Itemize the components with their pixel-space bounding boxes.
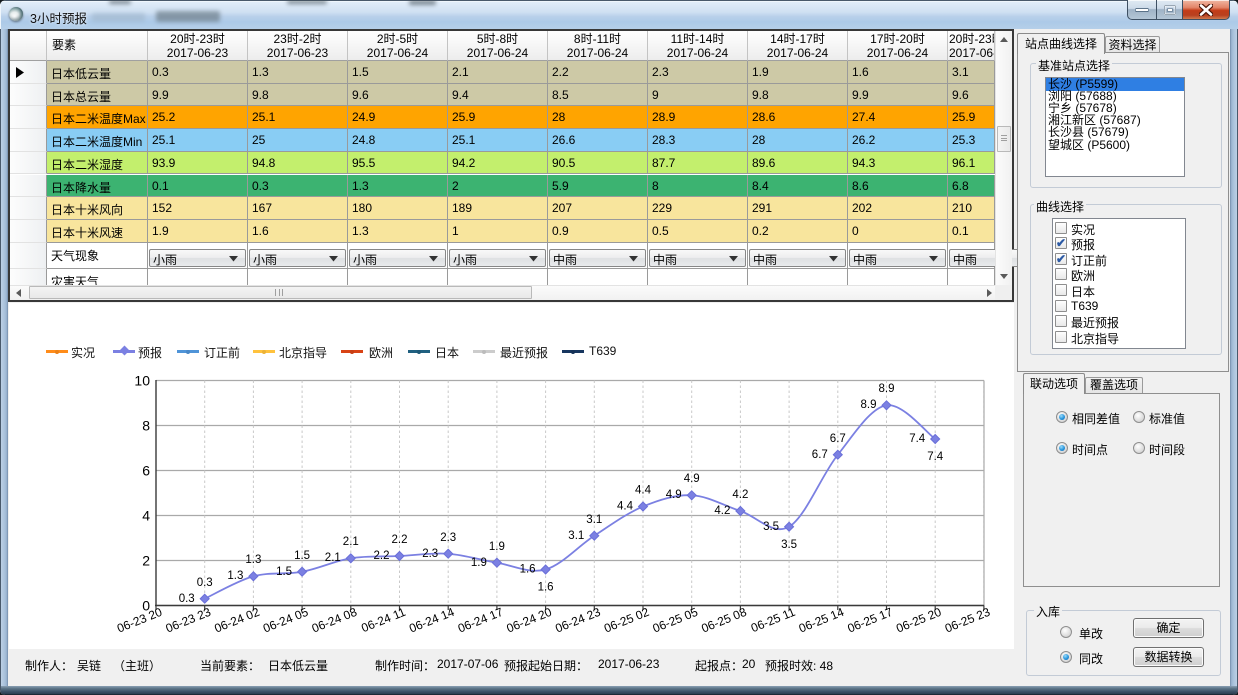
svg-text:1.6: 1.6	[538, 582, 554, 594]
svg-text:8.9: 8.9	[879, 383, 895, 395]
svg-text:3.5: 3.5	[781, 539, 797, 551]
svg-text:06-25 17: 06-25 17	[845, 605, 894, 636]
svg-text:06-24 05: 06-24 05	[261, 605, 310, 636]
svg-text:06-24 08: 06-24 08	[310, 605, 359, 636]
svg-text:06-23 23: 06-23 23	[164, 605, 213, 636]
svg-text:06-24 14: 06-24 14	[407, 605, 456, 636]
svg-text:06-24 17: 06-24 17	[456, 605, 505, 636]
svg-text:06-25 11: 06-25 11	[749, 605, 798, 636]
svg-text:2.1: 2.1	[325, 552, 341, 564]
svg-text:7.4: 7.4	[927, 451, 944, 463]
svg-text:06-24 20: 06-24 20	[505, 605, 554, 636]
svg-text:1.9: 1.9	[489, 541, 505, 553]
svg-text:1.9: 1.9	[471, 557, 487, 569]
svg-text:6.7: 6.7	[830, 433, 846, 445]
svg-text:4.2: 4.2	[732, 489, 748, 501]
svg-text:2.1: 2.1	[343, 536, 359, 548]
svg-text:8.9: 8.9	[861, 399, 877, 411]
svg-text:8: 8	[142, 418, 150, 434]
svg-text:06-24 23: 06-24 23	[553, 605, 602, 636]
svg-text:06-24 11: 06-24 11	[359, 605, 408, 636]
svg-text:1.5: 1.5	[276, 566, 292, 578]
svg-text:0.3: 0.3	[179, 593, 195, 605]
svg-text:06-25 23: 06-25 23	[943, 605, 992, 636]
svg-text:06-25 02: 06-25 02	[602, 605, 651, 636]
svg-text:06-25 14: 06-25 14	[797, 605, 846, 636]
svg-text:4: 4	[142, 508, 150, 524]
svg-text:06-25 08: 06-25 08	[699, 605, 748, 636]
svg-text:3.1: 3.1	[568, 530, 584, 542]
svg-text:1.5: 1.5	[294, 550, 310, 562]
svg-text:1.3: 1.3	[227, 570, 243, 582]
svg-text:2.2: 2.2	[374, 550, 390, 562]
svg-text:4.2: 4.2	[714, 505, 730, 517]
svg-text:06-25 05: 06-25 05	[651, 605, 700, 636]
svg-text:06-23 20: 06-23 20	[115, 605, 164, 636]
svg-text:6.7: 6.7	[812, 449, 828, 461]
svg-text:4.9: 4.9	[684, 473, 700, 485]
svg-text:2: 2	[142, 553, 150, 569]
svg-text:3.5: 3.5	[763, 521, 779, 533]
svg-text:1.6: 1.6	[520, 564, 536, 576]
svg-text:4.4: 4.4	[617, 501, 634, 513]
svg-text:06-24 02: 06-24 02	[212, 605, 261, 636]
svg-text:2.2: 2.2	[392, 534, 408, 546]
svg-text:3.1: 3.1	[586, 514, 602, 526]
svg-text:2.3: 2.3	[440, 532, 456, 544]
svg-text:06-25 20: 06-25 20	[894, 605, 943, 636]
svg-text:6: 6	[142, 463, 150, 479]
svg-text:7.4: 7.4	[909, 433, 926, 445]
svg-text:0.3: 0.3	[197, 577, 213, 589]
svg-text:0: 0	[142, 598, 150, 614]
svg-text:10: 10	[134, 373, 150, 389]
svg-text:1.3: 1.3	[245, 554, 261, 566]
svg-text:4.9: 4.9	[666, 489, 682, 501]
svg-text:4.4: 4.4	[635, 485, 652, 497]
svg-text:2.3: 2.3	[422, 548, 438, 560]
